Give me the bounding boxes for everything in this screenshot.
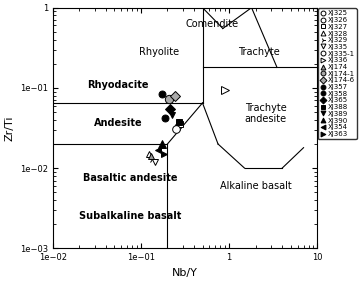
Text: Trachyte: Trachyte — [238, 47, 280, 57]
Legend: XJ325, XJ326, XJ327, XJ328, XJ329, XJ335, XJ335-1, XJ336, XJ174, XJ174-1, XJ174-: XJ325, XJ326, XJ327, XJ328, XJ329, XJ335… — [318, 8, 357, 139]
Text: Rhyolite: Rhyolite — [139, 47, 179, 57]
X-axis label: Nb/Y: Nb/Y — [172, 268, 198, 278]
Text: Comendite: Comendite — [186, 19, 239, 29]
Y-axis label: Zr/Ti: Zr/Ti — [4, 115, 14, 141]
Text: Trachyte
andesite: Trachyte andesite — [244, 103, 287, 124]
Text: Basaltic andesite: Basaltic andesite — [83, 173, 177, 183]
Text: Rhyodacite: Rhyodacite — [87, 80, 149, 90]
Text: Subalkaline basalt: Subalkaline basalt — [79, 212, 181, 221]
Text: Alkaline basalt: Alkaline basalt — [220, 181, 291, 191]
Text: Andesite: Andesite — [93, 118, 142, 127]
